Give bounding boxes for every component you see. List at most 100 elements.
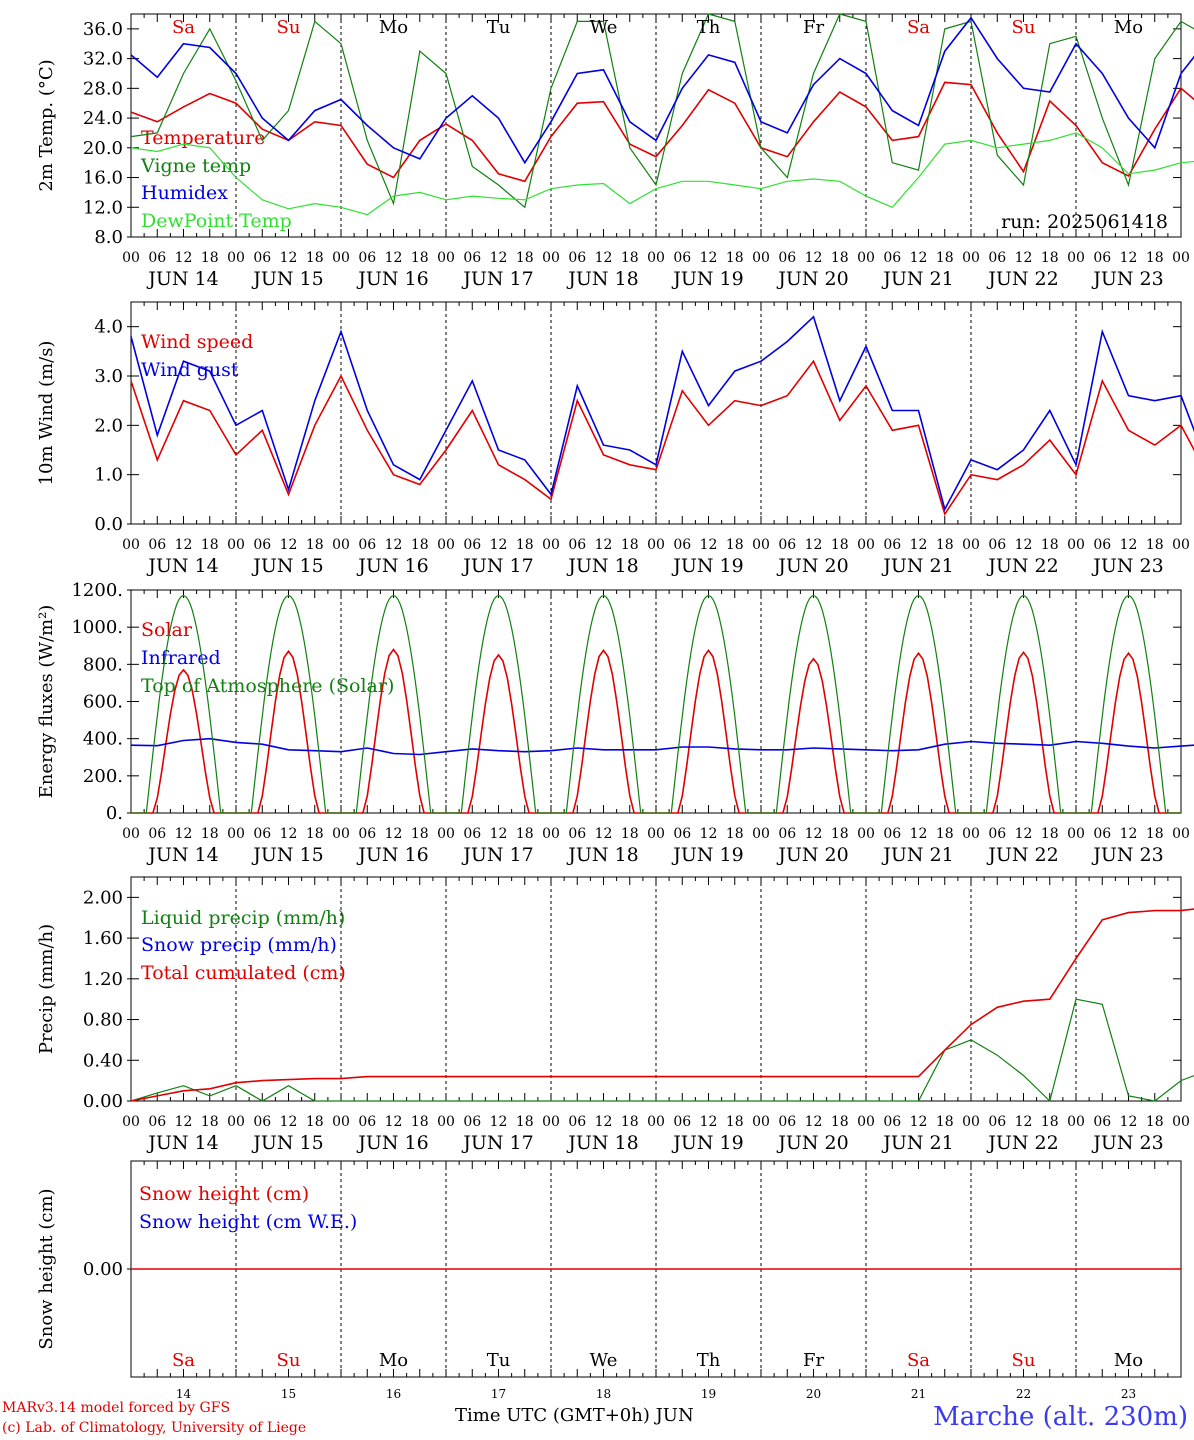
day-label: JUN 14 (146, 555, 218, 577)
hour-tick-label: 12 (1120, 537, 1138, 553)
hour-tick-label: 00 (1067, 1114, 1085, 1130)
lab-credit: (c) Lab. of Climatology, University of L… (2, 1420, 307, 1436)
hour-tick-label: 12 (805, 826, 823, 842)
day-number-label: 14 (176, 1387, 192, 1401)
hour-tick-label: 06 (463, 826, 481, 842)
hour-tick-label: 12 (595, 826, 613, 842)
hour-tick-label: 18 (726, 1114, 744, 1130)
hour-tick-label: 18 (201, 1114, 219, 1130)
y-tick-label: 2.0 (94, 415, 123, 436)
weekday-label-top: Su (277, 17, 301, 38)
panel-3-frame (130, 589, 1182, 814)
day-label: JUN 20 (776, 1132, 848, 1154)
series-wind-gust-line (130, 315, 1194, 512)
weekday-label-top: We (590, 17, 618, 38)
weekday-label-top: Tu (487, 17, 511, 38)
hour-tick-label: 12 (490, 826, 508, 842)
hour-tick-label: 00 (437, 250, 455, 266)
y-tick-label: 8.0 (94, 227, 123, 248)
day-number-label: 18 (596, 1387, 611, 1401)
weekday-label-top: Mo (379, 17, 408, 38)
y-tick-label: 0.00 (83, 1259, 123, 1280)
y-tick-label: 0.40 (83, 1050, 123, 1071)
hour-tick-label: 12 (280, 250, 298, 266)
day-label: JUN 16 (356, 1132, 428, 1154)
day-label: JUN 22 (986, 268, 1058, 290)
y-axis-label: Precip (mm/h) (36, 924, 57, 1054)
hour-tick-label: 06 (253, 250, 271, 266)
hour-tick-label: 00 (227, 1114, 245, 1130)
day-number-label: 21 (911, 1387, 926, 1401)
day-label: JUN 19 (671, 1132, 743, 1154)
hour-tick-label: 00 (122, 537, 140, 553)
hour-tick-label: 06 (883, 537, 901, 553)
day-label: JUN 14 (146, 268, 218, 290)
day-number-label: 19 (701, 1387, 716, 1401)
hour-tick-label: 12 (595, 250, 613, 266)
day-label: JUN 21 (881, 1132, 953, 1154)
legend-entry: Top of Atmosphere (Solar) (141, 675, 394, 697)
day-number-label: 16 (386, 1387, 401, 1401)
weekday-label-bottom: Th (697, 1350, 721, 1371)
hour-tick-label: 18 (726, 826, 744, 842)
series-total-cumulated-cm--line (130, 908, 1194, 1102)
weekday-label-bottom: Fr (803, 1350, 824, 1371)
hour-tick-label: 18 (411, 826, 429, 842)
y-tick-label: 24.0 (83, 108, 123, 129)
weekday-label-top: Sa (172, 17, 195, 38)
day-label: JUN 17 (461, 844, 533, 866)
hour-tick-label: 12 (1015, 1114, 1033, 1130)
day-label: JUN 19 (671, 555, 743, 577)
hour-tick-label: 12 (910, 1114, 928, 1130)
hour-tick-label: 00 (857, 826, 875, 842)
hour-tick-label: 06 (778, 537, 796, 553)
hour-tick-label: 00 (857, 250, 875, 266)
hour-tick-label: 18 (831, 826, 849, 842)
hour-tick-label: 18 (306, 537, 324, 553)
hour-tick-label: 00 (122, 1114, 140, 1130)
hour-tick-label: 18 (621, 1114, 639, 1130)
y-tick-label: 1200. (71, 580, 123, 601)
model-credit: MARv3.14 model forced by GFS (2, 1400, 231, 1416)
day-number-label: 22 (1016, 1387, 1031, 1401)
series-dewpoint-temp-line (130, 132, 1194, 216)
day-label: JUN 21 (881, 268, 953, 290)
hour-tick-label: 12 (910, 250, 928, 266)
hour-tick-label: 06 (988, 537, 1006, 553)
day-label: JUN 17 (461, 268, 533, 290)
legend-entry: Liquid precip (mm/h) (141, 907, 345, 929)
series-wind-speed-line (130, 359, 1194, 516)
weekday-label-bottom: Mo (379, 1350, 408, 1371)
hour-tick-label: 00 (437, 826, 455, 842)
hour-tick-label: 18 (306, 1114, 324, 1130)
hour-tick-label: 18 (516, 537, 534, 553)
day-label: JUN 15 (251, 844, 323, 866)
legend-entry: Wind gust (141, 359, 239, 381)
weekday-label-bottom: We (590, 1350, 618, 1371)
day-label: JUN 15 (251, 1132, 323, 1154)
hour-tick-label: 18 (621, 537, 639, 553)
weekday-label-bottom: Sa (172, 1350, 195, 1371)
y-tick-label: 1.20 (83, 969, 123, 990)
day-number-label: 17 (491, 1387, 506, 1401)
legend-entry: DewPoint Temp (141, 210, 292, 232)
day-number-label: 20 (806, 1387, 821, 1401)
hour-tick-label: 06 (883, 250, 901, 266)
legend-entry: Total cumulated (cm) (141, 962, 346, 984)
hour-tick-label: 06 (673, 250, 691, 266)
hour-tick-label: 06 (568, 826, 586, 842)
hour-tick-label: 12 (910, 537, 928, 553)
hour-tick-label: 12 (805, 537, 823, 553)
hour-tick-label: 06 (883, 826, 901, 842)
hour-tick-label: 06 (568, 1114, 586, 1130)
weekday-label-bottom: Su (1012, 1350, 1036, 1371)
hour-tick-label: 18 (411, 537, 429, 553)
day-label: JUN 23 (1091, 555, 1163, 577)
hour-tick-label: 18 (936, 1114, 954, 1130)
hour-tick-label: 12 (280, 537, 298, 553)
day-label: JUN 22 (986, 1132, 1058, 1154)
hour-tick-label: 06 (253, 826, 271, 842)
day-label: JUN 21 (881, 555, 953, 577)
legend-entry: Temperature (141, 127, 265, 149)
hour-tick-label: 00 (1172, 1114, 1190, 1130)
